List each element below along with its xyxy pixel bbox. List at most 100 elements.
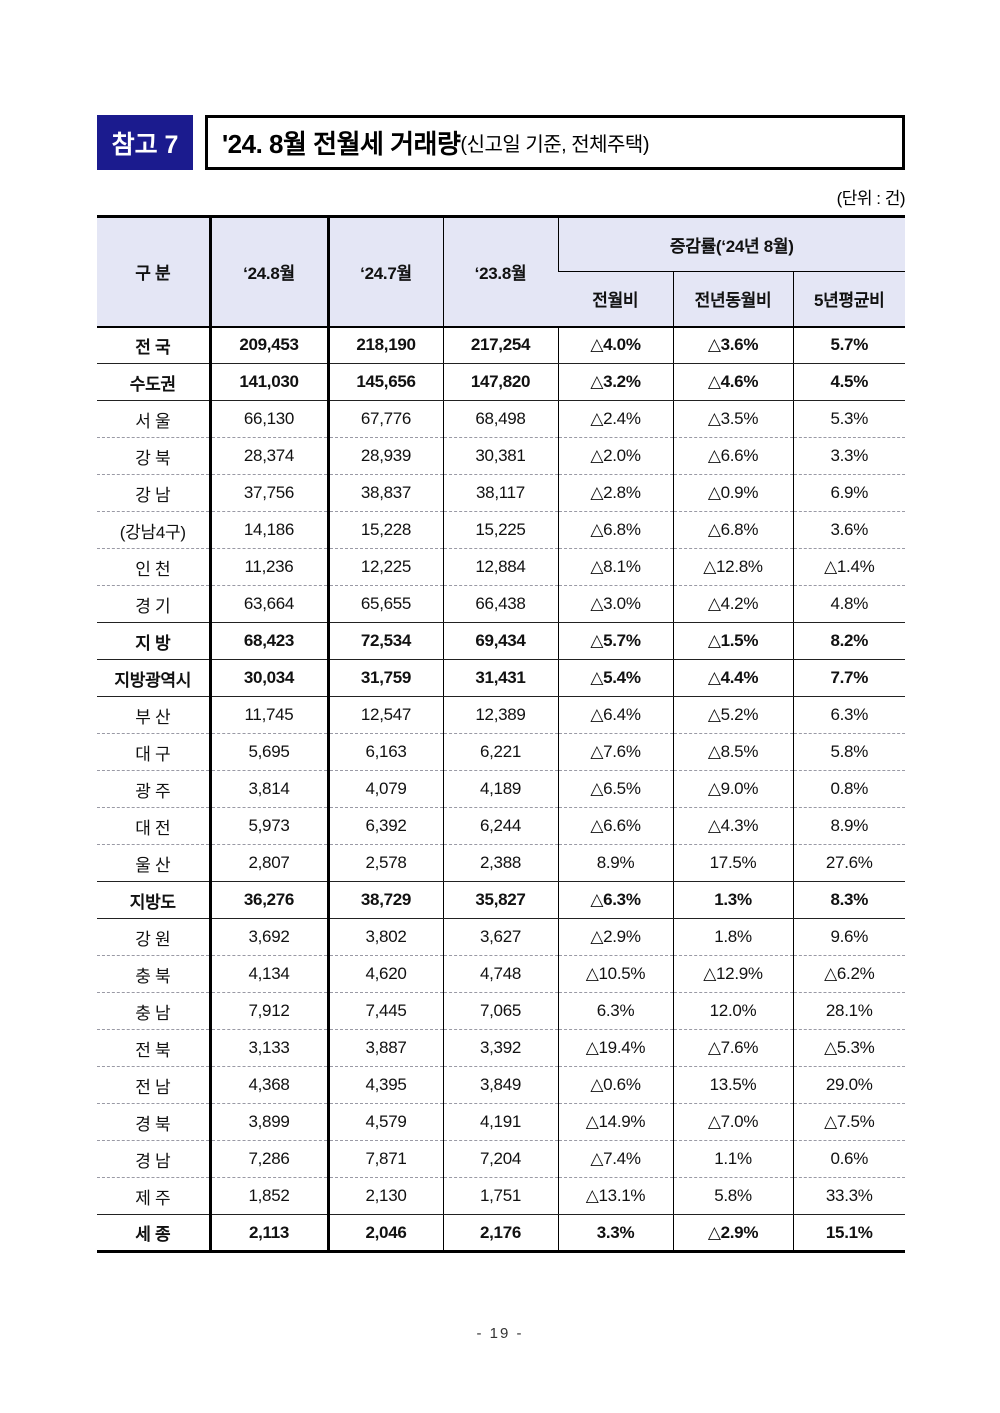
region-cell: 강 남 <box>97 474 210 512</box>
value-cell: 2,807 <box>208 844 330 882</box>
value-cell: △3.2% <box>557 363 673 401</box>
value-cell: 9.6% <box>792 918 906 956</box>
value-cell: 1,751 <box>442 1177 558 1215</box>
value-cell: 2,113 <box>208 1214 330 1252</box>
value-cell: 4,189 <box>442 770 558 808</box>
value-cell: 5,695 <box>208 733 330 771</box>
value-cell: 12,547 <box>327 696 443 734</box>
value-cell: 5.7% <box>792 326 906 364</box>
region-cell: 지방광역시 <box>97 659 210 697</box>
value-cell: 12,884 <box>442 548 558 586</box>
value-cell: 4,748 <box>442 955 558 993</box>
value-cell: △4.4% <box>672 659 793 697</box>
value-cell: 4,620 <box>327 955 443 993</box>
value-cell: 4,079 <box>327 770 443 808</box>
value-cell: △4.3% <box>672 807 793 845</box>
value-cell: △7.5% <box>792 1103 906 1141</box>
value-cell: 3,887 <box>327 1029 443 1067</box>
value-cell: △5.4% <box>557 659 673 697</box>
region-cell: 제 주 <box>97 1177 210 1215</box>
value-cell: 6.9% <box>792 474 906 512</box>
value-cell: 3,627 <box>442 918 558 956</box>
value-cell: 6,392 <box>327 807 443 845</box>
value-cell: △0.9% <box>672 474 793 512</box>
value-cell: 31,759 <box>327 659 443 697</box>
region-cell: (강남4구) <box>97 511 210 549</box>
value-cell: 3,133 <box>208 1029 330 1067</box>
value-cell: 3.6% <box>792 511 906 549</box>
table-row: (강남4구) 14,186 15,228 15,225 △6.8% △6.8% 3.6% <box>97 511 906 549</box>
region-cell: 울 산 <box>97 844 210 882</box>
region-cell: 충 북 <box>97 955 210 993</box>
table-row: 광 주 3,814 4,079 4,189 △6.5% △9.0% 0.8% <box>97 770 906 808</box>
value-cell: △2.9% <box>672 1214 793 1252</box>
region-cell: 수도권 <box>97 363 210 401</box>
value-cell: 17.5% <box>672 844 793 882</box>
value-cell: 7,445 <box>327 992 443 1030</box>
value-cell: 141,030 <box>208 363 330 401</box>
value-cell: △6.6% <box>672 437 793 475</box>
table-row: 경 기 63,664 65,655 66,438 △3.0% △4.2% 4.8% <box>97 585 906 623</box>
value-cell: 28.1% <box>792 992 906 1030</box>
value-cell: △4.0% <box>557 326 673 364</box>
value-cell: 35,827 <box>442 881 558 919</box>
page-number: - 19 - <box>476 1325 524 1342</box>
value-cell: 68,423 <box>208 622 330 660</box>
value-cell: 13.5% <box>672 1066 793 1104</box>
value-cell: 15.1% <box>792 1214 906 1252</box>
header-cell-month-previous: ‘24.7월 <box>327 216 443 328</box>
header-cell-yoy-change: 전년동월비 <box>672 271 793 328</box>
value-cell: 37,756 <box>208 474 330 512</box>
value-cell: △6.2% <box>792 955 906 993</box>
value-cell: △7.4% <box>557 1140 673 1178</box>
value-cell: 66,438 <box>442 585 558 623</box>
value-cell: 4,368 <box>208 1066 330 1104</box>
value-cell: △9.0% <box>672 770 793 808</box>
value-cell: △12.9% <box>672 955 793 993</box>
table-row: 전 국 209,453 218,190 217,254 △4.0% △3.6% 5.7% <box>97 326 906 364</box>
value-cell: 0.6% <box>792 1140 906 1178</box>
table-header-row-2: 전월비 전년동월비 5년평균비 <box>97 271 906 328</box>
value-cell: 15,228 <box>327 511 443 549</box>
header-band: 참고 7 '24. 8월 전월세 거래량 (신고일 기준, 전체주택) <box>97 115 905 170</box>
region-cell: 세 종 <box>97 1214 210 1252</box>
value-cell: △3.0% <box>557 585 673 623</box>
value-cell: △6.5% <box>557 770 673 808</box>
region-cell: 경 기 <box>97 585 210 623</box>
region-cell: 서 울 <box>97 400 210 438</box>
value-cell: 65,655 <box>327 585 443 623</box>
value-cell: △13.1% <box>557 1177 673 1215</box>
value-cell: 7,912 <box>208 992 330 1030</box>
value-cell: 209,453 <box>208 326 330 364</box>
region-cell: 지방도 <box>97 881 210 919</box>
value-cell: 3,392 <box>442 1029 558 1067</box>
table-header-row-1: 구 분 ‘24.8월 ‘24.7월 ‘23.8월 증감률(‘24년 8월) <box>97 216 906 328</box>
value-cell: 29.0% <box>792 1066 906 1104</box>
value-cell: △19.4% <box>557 1029 673 1067</box>
value-cell: 147,820 <box>442 363 558 401</box>
region-cell: 경 북 <box>97 1103 210 1141</box>
value-cell: 30,381 <box>442 437 558 475</box>
table-body: 전 국 209,453 218,190 217,254 △4.0% △3.6% 5.7% 수도… <box>97 326 906 1252</box>
value-cell: △3.6% <box>672 326 793 364</box>
value-cell: 4.5% <box>792 363 906 401</box>
value-cell: 14,186 <box>208 511 330 549</box>
value-cell: △14.9% <box>557 1103 673 1141</box>
value-cell: 3,692 <box>208 918 330 956</box>
value-cell: 8.2% <box>792 622 906 660</box>
value-cell: 4,579 <box>327 1103 443 1141</box>
value-cell: 3.3% <box>557 1214 673 1252</box>
table-row: 울 산 2,807 2,578 2,388 8.9% 17.5% 27.6% <box>97 844 906 882</box>
value-cell: 69,434 <box>442 622 558 660</box>
value-cell: 2,578 <box>327 844 443 882</box>
region-cell: 전 북 <box>97 1029 210 1067</box>
value-cell: 4,395 <box>327 1066 443 1104</box>
value-cell: 15,225 <box>442 511 558 549</box>
value-cell: △7.6% <box>672 1029 793 1067</box>
value-cell: 8.9% <box>792 807 906 845</box>
header-cell-category: 구 분 <box>97 216 210 328</box>
value-cell: △0.6% <box>557 1066 673 1104</box>
value-cell: 4,191 <box>442 1103 558 1141</box>
header-cell-change-group: 증감률(‘24년 8월) <box>557 216 906 272</box>
